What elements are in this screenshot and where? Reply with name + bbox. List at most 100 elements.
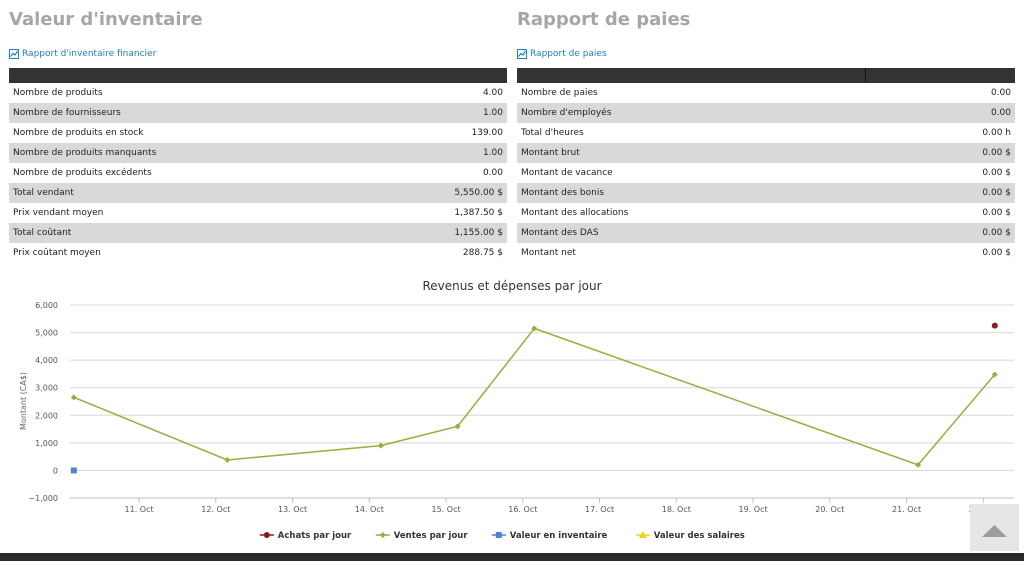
row-value: 0.00 h (982, 128, 1011, 138)
y-tick-label: 4,000 (35, 356, 58, 365)
x-tick-label: 19. Oct (739, 505, 768, 514)
y-tick-label: 0 (53, 466, 58, 475)
scroll-to-top-button[interactable] (970, 504, 1019, 551)
legend-item[interactable]: Ventes par jour (375, 531, 469, 541)
legend-label: Achats par jour (278, 531, 352, 541)
row-label: Nombre de produits excédents (13, 168, 152, 178)
inventory-title: Valeur d'inventaire (9, 9, 203, 30)
row-value: 0.00 (990, 108, 1011, 118)
legend-item[interactable]: Valeur en inventaire (491, 531, 608, 541)
row-label: Nombre de produits (13, 88, 103, 98)
legend-label: Ventes par jour (394, 531, 469, 541)
table-row: Nombre de produits excédents 0.00 (9, 163, 507, 183)
legend-marker (495, 532, 502, 538)
data-point (991, 371, 998, 378)
row-value: 0.00 $ (982, 148, 1011, 158)
table-row: Nombre d'employés 0.00 (517, 103, 1015, 123)
x-tick-label: 13. Oct (278, 505, 307, 514)
row-label: Total vendant (13, 188, 74, 198)
row-label: Montant des bonis (521, 188, 605, 198)
row-value: 0.00 $ (982, 188, 1011, 198)
bottom-bar (0, 553, 1024, 561)
x-tick-label: 15. Oct (432, 505, 461, 514)
legend-marker (379, 532, 386, 538)
chart-report-icon (9, 49, 19, 59)
x-tick-label: 11. Oct (125, 505, 154, 514)
row-label: Nombre de paies (521, 88, 598, 98)
row-value: 1,387.50 $ (454, 208, 503, 218)
payroll-table: Nombre de paies 0.00 Nombre d'employés 0.0… (517, 83, 1015, 263)
data-point (70, 394, 77, 401)
table-row: Montant net 0.00 $ (517, 243, 1015, 263)
table-row: Nombre de fournisseurs 1.00 (9, 103, 507, 123)
y-tick-label: 6,000 (35, 301, 58, 310)
row-value: 5,550.00 $ (454, 188, 503, 198)
inventory-report-link-label: Rapport d'inventaire financier (22, 49, 157, 59)
payroll-report-link-label: Rapport de paies (530, 49, 607, 59)
inventory-report-link[interactable]: Rapport d'inventaire financier (9, 49, 156, 59)
table-row: Nombre de produits en stock 139.00 (9, 123, 507, 143)
row-value: 0.00 $ (982, 248, 1011, 258)
data-point (531, 325, 538, 332)
row-label: Prix vendant moyen (13, 208, 104, 218)
revenue-chart: Revenus et dépenses par jour Montant (CA… (0, 272, 1024, 552)
row-label: Prix coûtant moyen (13, 248, 101, 258)
series-line (73, 327, 996, 466)
payroll-table-header (517, 68, 1015, 83)
row-value: 0.00 $ (982, 228, 1011, 238)
table-row: Montant des DAS 0.00 $ (517, 223, 1015, 243)
x-tick-label: 18. Oct (662, 505, 691, 514)
data-point (991, 322, 998, 329)
row-label: Montant des DAS (521, 228, 599, 238)
y-tick-label: 1,000 (35, 439, 58, 448)
row-label: Montant brut (521, 148, 580, 158)
row-value: 1,155.00 $ (454, 228, 503, 238)
table-row: Total coûtant 1,155.00 $ (9, 223, 507, 243)
row-label: Montant des allocations (521, 208, 629, 218)
x-tick-label: 12. Oct (201, 505, 230, 514)
payroll-report-link[interactable]: Rapport de paies (517, 49, 607, 59)
legend-item[interactable]: Valeur des salaires (635, 531, 745, 541)
caret-up-icon (982, 525, 1007, 537)
row-label: Nombre de produits en stock (13, 128, 144, 138)
legend-label: Valeur en inventaire (510, 531, 608, 541)
legend-marker (263, 532, 270, 538)
chart-title: Revenus et dépenses par jour (422, 279, 601, 293)
payroll-title: Rapport de paies (517, 9, 691, 30)
data-point (915, 461, 922, 468)
x-tick-label: 20. Oct (815, 505, 844, 514)
row-label: Montant de vacance (521, 168, 613, 178)
legend-marker (638, 531, 647, 538)
table-row: Montant brut 0.00 $ (517, 143, 1015, 163)
row-value: 0.00 (990, 88, 1011, 98)
table-row: Total vendant 5,550.00 $ (9, 183, 507, 203)
inventory-table: Nombre de produits 4.00 Nombre de fournis… (9, 83, 507, 263)
header-divider (865, 68, 866, 83)
row-label: Montant net (521, 248, 576, 258)
table-row: Nombre de produits manquants 1.00 (9, 143, 507, 163)
x-tick-label: 16. Oct (508, 505, 537, 514)
table-row: Total d'heures 0.00 h (517, 123, 1015, 143)
table-row: Montant des bonis 0.00 $ (517, 183, 1015, 203)
row-value: 4.00 (482, 88, 503, 98)
data-point (224, 456, 231, 463)
data-point (377, 442, 384, 449)
x-tick-label: 17. Oct (585, 505, 614, 514)
row-label: Nombre de produits manquants (13, 148, 157, 158)
x-tick-label: 21. Oct (892, 505, 921, 514)
y-tick-label: −1,000 (28, 494, 58, 503)
legend-item[interactable]: Achats par jour (259, 531, 352, 541)
inventory-table-header (9, 68, 507, 83)
row-value: 0.00 (482, 168, 503, 178)
row-label: Nombre de fournisseurs (13, 108, 121, 118)
row-value: 0.00 $ (982, 168, 1011, 178)
table-row: Nombre de produits 4.00 (9, 83, 507, 103)
table-row: Montant des allocations 0.00 $ (517, 203, 1015, 223)
row-value: 288.75 $ (462, 248, 503, 258)
row-label: Nombre d'employés (521, 108, 612, 118)
table-row: Prix coûtant moyen 288.75 $ (9, 243, 507, 263)
chart-report-icon (517, 49, 527, 59)
row-value: 139.00 (471, 128, 504, 138)
data-point (70, 467, 77, 474)
row-value: 0.00 $ (982, 208, 1011, 218)
